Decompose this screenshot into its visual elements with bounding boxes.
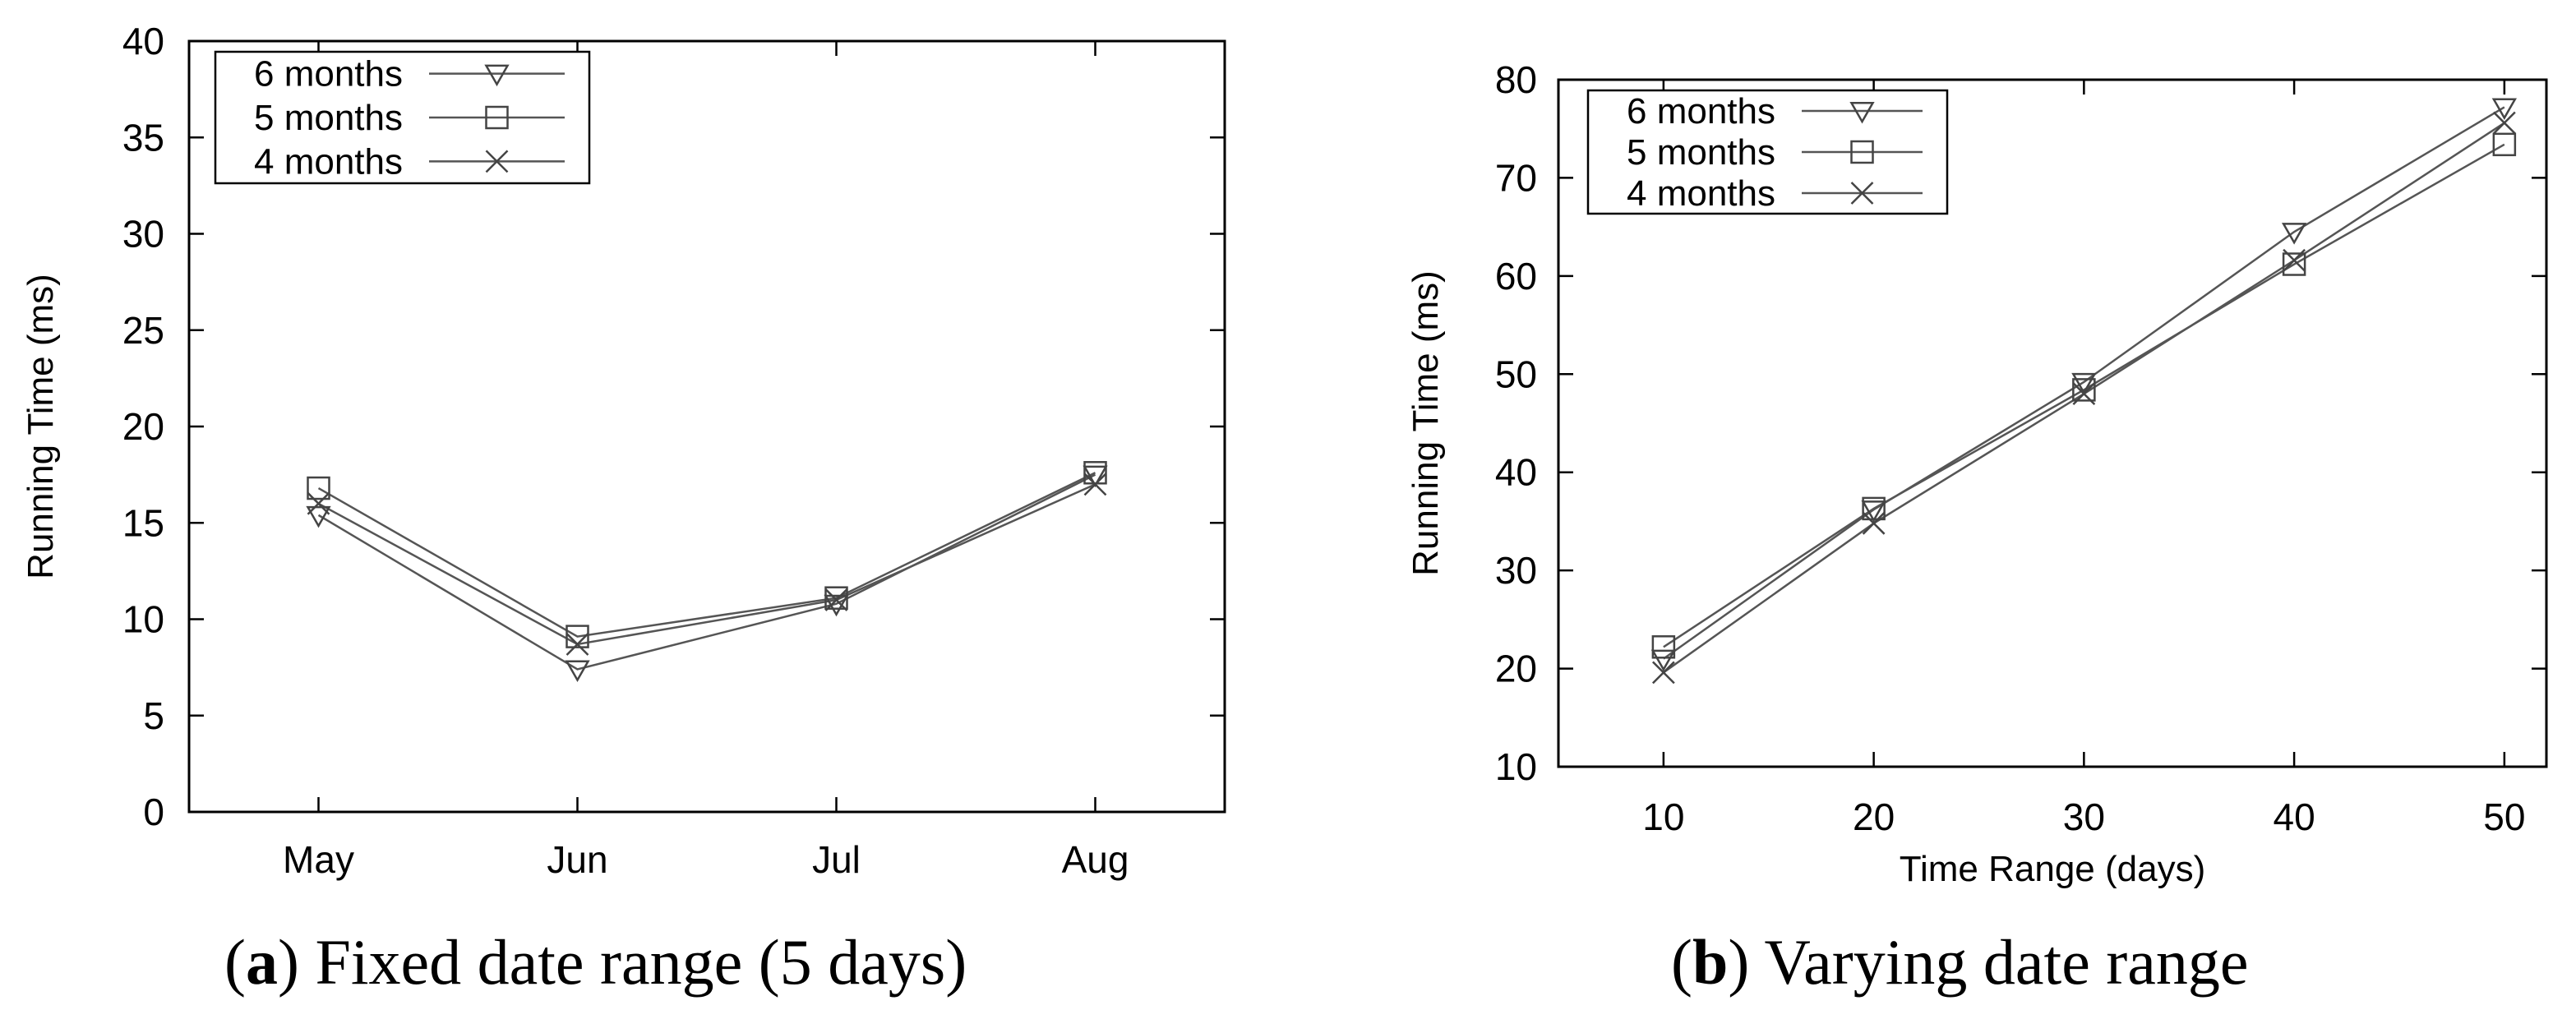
chart-b-point-4-months <box>1862 511 1886 535</box>
chart-a-point-6-months <box>306 505 331 528</box>
chart-a-point-6-months <box>565 660 590 682</box>
chart-a-series-lines <box>317 472 1096 671</box>
chart-b-legend-marker <box>1849 102 1875 124</box>
y-tick-label: 25 <box>122 309 164 352</box>
chart-b-legend-label: 6 months <box>1627 91 1775 131</box>
chart-a-point-5-months <box>307 476 330 500</box>
x-tick-label: 40 <box>2274 795 2315 838</box>
chart-b-y-axis-label: Running Time (ms) <box>1406 270 1446 576</box>
chart-a-point-5-months <box>566 625 589 648</box>
chart-b-point-4-months <box>2072 382 2096 406</box>
x-tick-label: 30 <box>2063 795 2105 838</box>
y-tick-label: 15 <box>122 501 164 544</box>
y-tick-label: 35 <box>122 116 164 159</box>
chart-a-series-line-6-months <box>317 473 1096 671</box>
chart-a-point-4-months <box>307 491 330 515</box>
chart-b-legend-marker <box>1850 182 1874 205</box>
x-tick-label: Aug <box>1062 838 1129 881</box>
chart-a-point-4-months <box>824 588 848 611</box>
chart-a-legend-marker <box>485 105 509 130</box>
y-tick-label: 20 <box>1495 648 1537 690</box>
chart-b-legend-label: 5 months <box>1627 132 1775 173</box>
chart-b-series-line-6-months <box>1663 106 2505 660</box>
chart-a: 0 5 10 15 20 25 30 35 40 May Jun Jul Aug Running Ti… <box>21 20 1226 998</box>
chart-a-point-5-months <box>824 586 848 610</box>
x-tick-label: Jul <box>812 838 861 881</box>
chart-b: 10 20 30 40 50 60 70 80 10 20 30 40 50 Running Time… <box>1406 58 2548 998</box>
chart-a-legend-marker <box>484 64 510 87</box>
chart-b-plot-frame <box>1557 78 2548 768</box>
chart-b-series-markers <box>1650 98 2518 685</box>
chart-b-point-4-months <box>2492 111 2516 135</box>
chart-a-legend-label: 5 months <box>254 98 403 138</box>
x-tick-label: 10 <box>1642 795 1684 838</box>
y-tick-label: 5 <box>143 694 164 737</box>
chart-b-x-axis: 10 20 30 40 50 <box>1642 80 2525 838</box>
y-tick-label: 40 <box>1495 451 1537 494</box>
x-tick-label: Jun <box>547 838 607 881</box>
chart-b-point-5-months <box>2282 252 2306 276</box>
y-tick-label: 30 <box>122 213 164 256</box>
chart-a-legend-label: 6 months <box>254 54 403 95</box>
chart-a-caption-text: Fixed date range (5 days) <box>299 926 967 998</box>
chart-b-x-axis-label: Time Range (days) <box>1900 849 2206 889</box>
x-tick-label: 20 <box>1853 795 1895 838</box>
y-tick-label: 50 <box>1495 353 1537 395</box>
y-tick-label: 20 <box>122 405 164 448</box>
y-tick-label: 0 <box>143 791 164 833</box>
y-tick-label: 40 <box>122 20 164 62</box>
chart-a-y-axis-label: Running Time (ms) <box>21 274 61 579</box>
chart-b-point-5-months <box>1862 496 1886 521</box>
y-tick-label: 60 <box>1495 255 1537 297</box>
y-tick-label: 70 <box>1495 156 1537 199</box>
chart-b-point-5-months <box>2492 132 2517 157</box>
chart-b-legend-marker <box>1850 140 1874 164</box>
y-tick-label: 10 <box>1495 745 1537 788</box>
chart-b-caption-text: Varying date range <box>1749 926 2248 998</box>
chart-a-y-axis: 0 5 10 15 20 25 30 35 40 <box>122 20 1225 833</box>
chart-b-point-6-months <box>1861 500 1886 523</box>
chart-b-y-axis: 10 20 30 40 50 60 70 80 <box>1495 58 2546 788</box>
y-tick-label: 10 <box>122 598 164 641</box>
chart-b-point-6-months <box>2281 223 2307 245</box>
chart-a-legend-marker <box>485 150 509 173</box>
chart-a-series-line-4-months <box>317 483 1096 646</box>
chart-b-point-5-months <box>2072 378 2096 402</box>
chart-b-caption: (b) Varying date range <box>1671 926 2249 998</box>
chart-a-point-4-months <box>566 633 589 656</box>
chart-a-series-line-5-months <box>317 472 1096 638</box>
chart-b-point-4-months <box>1651 661 1675 685</box>
x-tick-label: May <box>283 838 354 881</box>
chart-b-point-6-months <box>2491 98 2518 120</box>
chart-b-point-6-months <box>1650 649 1677 672</box>
chart-a-caption-letter: a <box>246 926 278 998</box>
y-tick-label: 80 <box>1495 58 1537 101</box>
chart-a-x-axis: May Jun Jul Aug <box>283 41 1129 881</box>
chart-b-caption-letter: b <box>1692 926 1728 998</box>
chart-a-caption: (a) Fixed date range (5 days) <box>224 926 967 998</box>
chart-b-legend-label: 4 months <box>1627 173 1775 214</box>
chart-a-series-markers <box>306 461 1108 682</box>
chart-b-point-5-months <box>1651 635 1676 659</box>
chart-b-point-4-months <box>2283 248 2306 272</box>
x-tick-label: 50 <box>2483 795 2525 838</box>
y-tick-label: 30 <box>1495 549 1537 592</box>
chart-a-point-6-months <box>1083 465 1108 488</box>
chart-a-point-4-months <box>1083 473 1107 496</box>
chart-b-series-line-5-months <box>1663 143 2505 648</box>
chart-b-point-6-months <box>2071 372 2097 395</box>
chart-a-legend-label: 4 months <box>254 141 403 182</box>
